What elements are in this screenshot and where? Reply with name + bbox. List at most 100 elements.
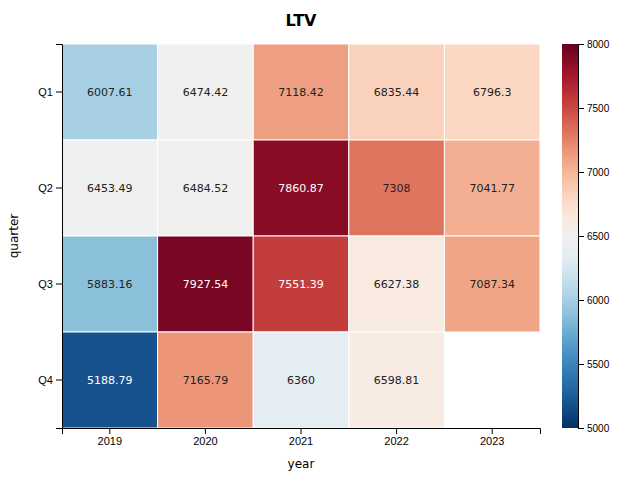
- axis-line: [579, 45, 585, 429]
- cell: [62, 332, 158, 428]
- data-label: 6007.61: [87, 86, 132, 99]
- color-bar-scale: [562, 44, 578, 428]
- tick-mark: [578, 172, 584, 173]
- cell: [253, 236, 349, 332]
- tick-label: 2023: [480, 435, 504, 447]
- tick-label: Q1: [38, 86, 53, 98]
- data-label: 6474.42: [183, 86, 229, 99]
- data-label: 7927.54: [183, 278, 229, 291]
- tick-label: 7500: [587, 103, 610, 114]
- tick: 7500: [578, 103, 610, 114]
- tick-mark: [578, 428, 584, 429]
- tick-mark: [301, 428, 302, 434]
- tick-label: 5500: [587, 359, 610, 370]
- data-label: 7041.77: [469, 182, 515, 195]
- tick-mark: [578, 44, 584, 45]
- tick-label: 6000: [587, 295, 610, 306]
- data-label: 6627.38: [374, 278, 420, 291]
- x-axis-label: year: [288, 457, 315, 471]
- tick-label: 2021: [289, 435, 313, 447]
- data-label: 7308: [383, 182, 411, 195]
- cell: [349, 236, 445, 332]
- cell: [158, 332, 254, 428]
- cell: [444, 140, 540, 236]
- tick-label: 6500: [587, 231, 610, 242]
- tick-label: 8000: [587, 39, 610, 50]
- tick-label: Q2: [38, 182, 53, 194]
- tick-mark: [492, 428, 493, 434]
- tick: Q3: [38, 278, 62, 290]
- tick: 7000: [578, 167, 610, 178]
- cell: [253, 332, 349, 428]
- cell: [253, 140, 349, 236]
- data-label: 6598.81: [374, 374, 420, 387]
- data-label: 6360: [287, 374, 315, 387]
- tick: Q2: [38, 182, 62, 194]
- tick: 2021: [289, 428, 313, 447]
- tick-mark: [56, 284, 62, 285]
- cell: [158, 44, 254, 140]
- cell: [444, 236, 540, 332]
- tick: 2023: [480, 428, 504, 447]
- cell: [158, 236, 254, 332]
- tick-mark: [56, 188, 62, 189]
- data-labels: 6007.61 6474.42 7118.42 6835.44 6796.3 6453.4…: [87, 86, 515, 387]
- tick: 5500: [578, 359, 610, 370]
- tick: 2022: [384, 428, 408, 447]
- tick-label: Q4: [38, 374, 53, 386]
- tick: Q4: [38, 374, 62, 386]
- data-label: 7165.79: [183, 374, 229, 387]
- data-label: 6484.52: [183, 182, 229, 195]
- axis: 5000 5500 6000 6500 7000 7500 8000: [578, 39, 610, 434]
- data-label: 7087.34: [469, 278, 515, 291]
- tick-label: 2022: [384, 435, 408, 447]
- tick: 6000: [578, 295, 610, 306]
- plot-area: 6007.61 6474.42 7118.42 6835.44 6796.3 6453.4…: [38, 44, 540, 447]
- tick: Q1: [38, 86, 62, 98]
- tick-mark: [205, 428, 206, 434]
- cell: [62, 44, 158, 140]
- tick: 8000: [578, 39, 610, 50]
- cells: [62, 44, 540, 428]
- y-axis-label: quarter: [7, 214, 21, 259]
- cell: [158, 140, 254, 236]
- tick-label: 5000: [587, 423, 610, 434]
- tick-label: 2019: [98, 435, 122, 447]
- tick: 2019: [98, 428, 122, 447]
- tick-mark: [56, 380, 62, 381]
- axis-line: [63, 429, 541, 435]
- tick-mark: [109, 428, 110, 434]
- data-label: 5883.16: [87, 278, 132, 291]
- data-label: 7860.87: [278, 182, 324, 195]
- tick-mark: [578, 236, 584, 237]
- tick-mark: [578, 364, 584, 365]
- data-label: 6453.49: [87, 182, 132, 195]
- data-label: 7118.42: [278, 86, 324, 99]
- data-label: 7551.39: [278, 278, 324, 291]
- axis: Q1 Q2 Q3 Q4: [38, 45, 62, 429]
- tick-mark: [396, 428, 397, 434]
- tick: 2020: [193, 428, 217, 447]
- tick-label: Q3: [38, 278, 53, 290]
- cell: [349, 44, 445, 140]
- cell: [253, 44, 349, 140]
- chart: 6007.61 6474.42 7118.42 6835.44 6796.3 6453.4…: [0, 0, 640, 480]
- tick-mark: [578, 300, 584, 301]
- tick-mark: [578, 108, 584, 109]
- data-label: 6835.44: [374, 86, 420, 99]
- title: LTV: [286, 11, 317, 30]
- data-label: 5188.79: [87, 374, 132, 387]
- cell: [62, 236, 158, 332]
- tick: 5000: [578, 423, 610, 434]
- data-label: 6796.3: [473, 86, 512, 99]
- cell: [349, 332, 445, 428]
- axis: 2019 2020 2021 2022 2023: [63, 428, 541, 447]
- color-bar: 5000 5500 6000 6500 7000 7500 8000: [562, 39, 610, 434]
- axis-line: [56, 45, 63, 429]
- tick: 6500: [578, 231, 610, 242]
- cell: [62, 140, 158, 236]
- cell: [349, 140, 445, 236]
- tick-label: 7000: [587, 167, 610, 178]
- cell: [444, 44, 540, 140]
- tick-mark: [56, 92, 62, 93]
